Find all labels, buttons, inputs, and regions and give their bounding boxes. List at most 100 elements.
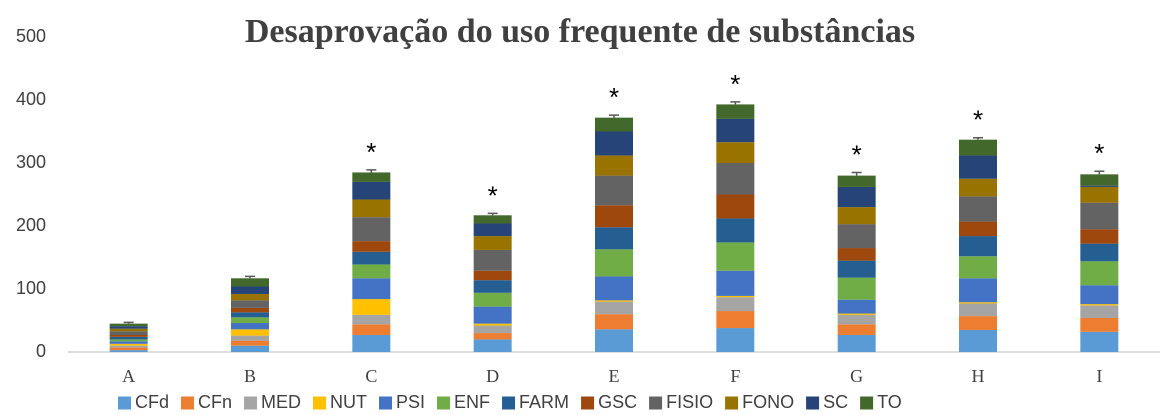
bar-segment: [473, 249, 512, 271]
bar-segment: [716, 194, 755, 219]
legend-swatch: [725, 396, 739, 410]
bar-segment: [959, 155, 997, 179]
bar-segment: [352, 199, 391, 218]
error-bar: [973, 137, 983, 140]
error-bar: [851, 171, 862, 176]
bar-segment: [352, 217, 391, 242]
bar-segment: [1080, 186, 1119, 203]
legend-swatch: [649, 396, 663, 410]
legend-label: TO: [877, 392, 902, 412]
legend-label: CFn: [198, 392, 232, 412]
x-tick-label: B: [244, 366, 256, 386]
bar-segment: [837, 224, 876, 249]
legend-label: CFd: [135, 392, 169, 412]
bar-segment: [1080, 304, 1119, 306]
bar-segment: [716, 142, 755, 163]
legend-swatch: [379, 396, 393, 410]
bar-segment: [352, 278, 391, 300]
legend-label: GSC: [598, 392, 637, 412]
bar-segment: [473, 292, 512, 307]
annotation: *: [366, 137, 376, 167]
error-bar: [366, 169, 377, 173]
bar-segment: [352, 181, 391, 200]
bar-segment: [231, 312, 269, 318]
bar-segment: [595, 205, 633, 228]
error-bar: [245, 275, 255, 279]
legend-swatch: [244, 396, 258, 410]
bar-segment: [473, 270, 512, 281]
legend-swatch: [581, 396, 595, 410]
legend-swatch: [806, 396, 820, 410]
bar-segment: [473, 236, 512, 250]
error-bar: [730, 101, 741, 105]
y-tick-label: 100: [16, 278, 46, 298]
bar-segment: [231, 278, 269, 287]
bar-segment: [837, 313, 876, 315]
bar-segment: [1080, 317, 1119, 332]
bar-segment: [473, 280, 512, 293]
bar-segment: [595, 227, 633, 250]
legend-label: FISIO: [666, 392, 713, 412]
bar-segment: [595, 329, 633, 352]
legend-label: NUT: [330, 392, 367, 412]
bar-segment: [473, 306, 512, 324]
bar-segment: [231, 294, 269, 301]
bar-segment: [109, 328, 148, 332]
y-tick-label: 200: [16, 215, 46, 235]
bar-segment: [231, 300, 269, 308]
annotation: *: [730, 69, 740, 99]
annotation: *: [609, 82, 619, 112]
bar-segment: [231, 286, 269, 295]
error-bar: [1094, 170, 1105, 175]
bar-segment: [473, 339, 512, 352]
bar-segment: [231, 335, 269, 341]
legend-label: ENF: [454, 392, 490, 412]
legend-swatch: [860, 396, 874, 410]
bar-segment: [1080, 185, 1119, 187]
bar-segment: [595, 276, 633, 301]
bar-segment: [1080, 202, 1119, 230]
legend-swatch: [437, 396, 451, 410]
x-tick-label: G: [850, 366, 863, 386]
bar-segment: [716, 242, 755, 271]
bar-segment: [595, 117, 633, 132]
x-tick-label: H: [972, 366, 985, 386]
bar-segment: [959, 278, 997, 303]
bar-segment: [595, 155, 633, 176]
bar-segment: [1080, 261, 1119, 286]
bar-segment: [109, 347, 148, 351]
bar-segment: [109, 336, 148, 340]
bar-segment: [837, 334, 876, 352]
bar-segment: [959, 221, 997, 237]
bar-segment: [109, 326, 148, 329]
bar-segment: [716, 163, 755, 195]
x-tick-label: D: [486, 366, 499, 386]
bar-segment: [352, 264, 391, 279]
x-tick-label: I: [1096, 366, 1102, 386]
bar-segment: [231, 345, 269, 352]
bar-segment: [352, 241, 391, 252]
bar-segment: [1080, 331, 1119, 352]
bar-segment: [837, 260, 876, 278]
bar-segment: [352, 299, 391, 315]
legend-swatch: [502, 396, 516, 410]
legend-label: PSI: [396, 392, 425, 412]
legend-label: FARM: [519, 392, 569, 412]
annotation: *: [488, 180, 498, 210]
bar-segment: [352, 314, 391, 325]
bar-segment: [716, 311, 755, 329]
bar-segment: [231, 307, 269, 313]
legend-label: SC: [823, 392, 848, 412]
error-bar: [609, 114, 619, 118]
bar-segment: [716, 104, 755, 119]
y-tick-label: 500: [16, 26, 46, 46]
bar-segment: [959, 302, 997, 304]
bar-segment: [716, 295, 755, 298]
bar-segment: [352, 251, 391, 265]
y-tick-label: 300: [16, 152, 46, 172]
bar-segment: [473, 325, 512, 334]
bar-segment: [959, 139, 997, 156]
bar-segment: [959, 196, 997, 222]
bar-segment: [1080, 305, 1119, 318]
